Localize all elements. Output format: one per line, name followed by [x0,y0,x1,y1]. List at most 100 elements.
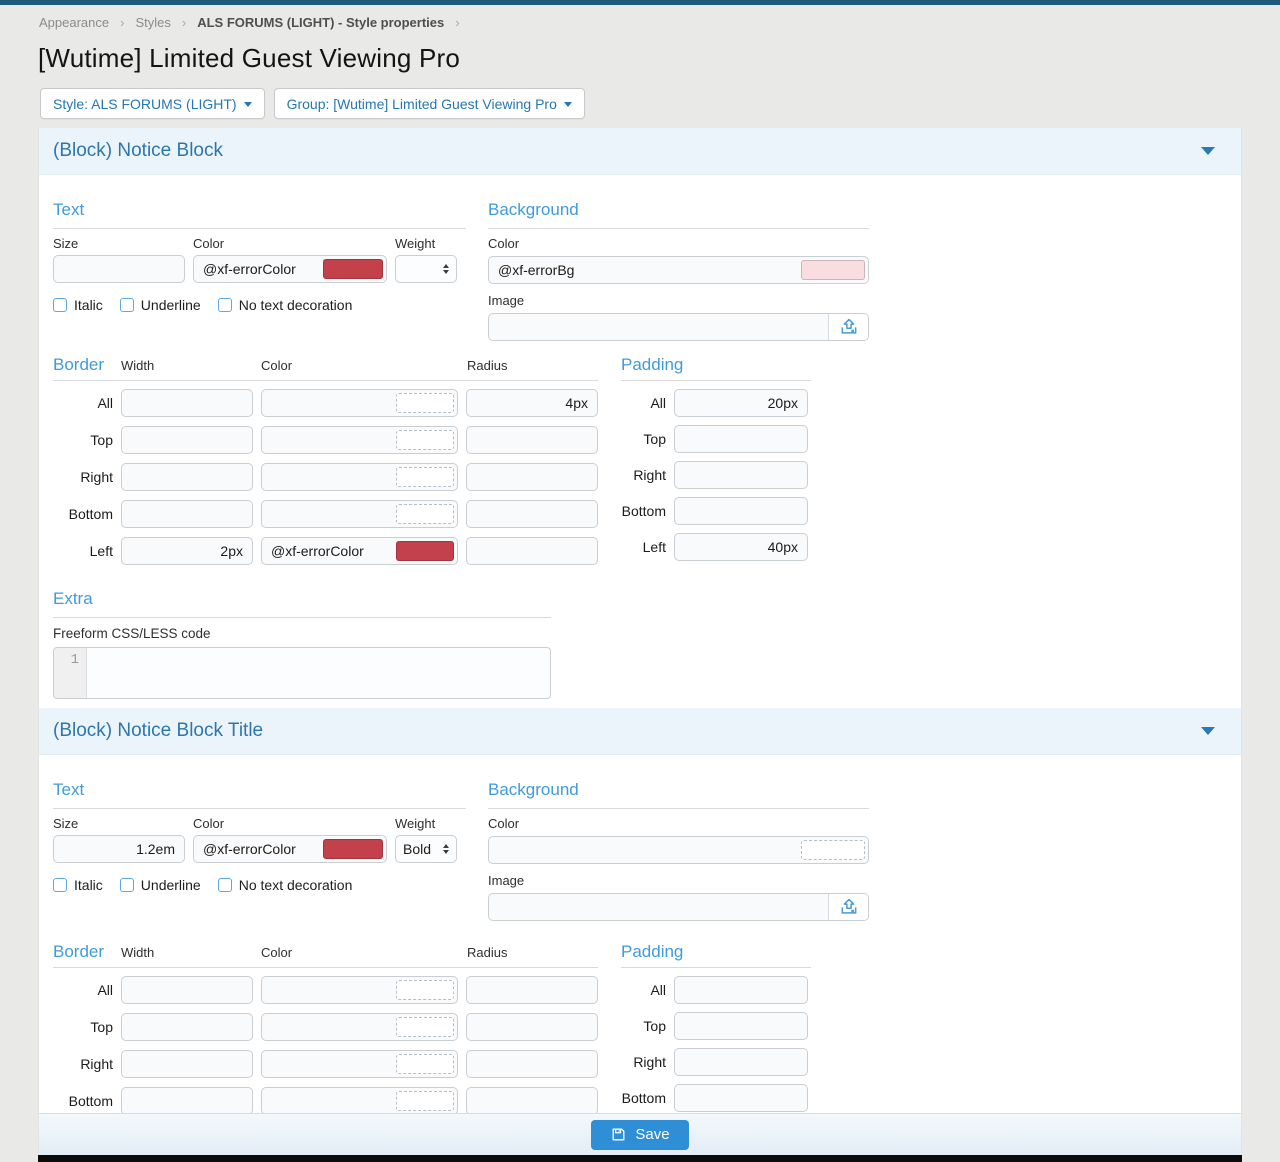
save-button[interactable]: Save [591,1119,689,1150]
border-color-swatch[interactable] [396,393,454,413]
upload-image-button[interactable] [828,314,868,340]
border-color-input[interactable] [262,427,393,453]
background-color-input[interactable] [489,837,798,863]
border-radius-input[interactable] [466,463,598,491]
border-width-input[interactable] [121,426,253,454]
border-width-input[interactable] [121,537,253,565]
text-weight-select[interactable]: Bold [395,835,457,863]
italic-label: Italic [74,297,103,313]
text-color-input[interactable] [194,256,320,282]
padding-input[interactable] [674,1084,808,1112]
border-width-input[interactable] [121,389,253,417]
italic-checkbox[interactable] [53,878,67,892]
background-image-input[interactable] [489,314,828,340]
border-color-swatch[interactable] [396,980,454,1000]
no-text-decoration-checkbox[interactable] [217,878,232,892]
border-color-swatch[interactable] [396,541,454,561]
size-label: Size [53,816,79,831]
border-color-input[interactable] [262,1051,393,1077]
background-color-swatch[interactable] [801,260,865,280]
background-image-input[interactable] [489,894,828,920]
text-color-swatch[interactable] [323,839,383,859]
style-selector-label: Style: ALS FORUMS (LIGHT) [53,95,237,112]
underline-option[interactable]: Underline [119,877,201,893]
border-color-swatch[interactable] [396,430,454,450]
collapse-caret-icon[interactable] [1201,147,1215,155]
border-row-all: All [53,389,598,417]
border-color-swatch[interactable] [396,1054,454,1074]
border-radius-input[interactable] [466,389,598,417]
css-code-editor[interactable]: 1 [53,647,551,699]
border-radius-input[interactable] [466,500,598,528]
border-color-input[interactable] [262,464,393,490]
padding-input[interactable] [674,497,808,525]
padding-row-all: All [621,389,811,417]
border-width-input[interactable] [121,1013,253,1041]
background-color-input[interactable] [489,257,798,283]
collapse-caret-icon[interactable] [1201,727,1215,735]
section-header-notice-block-title[interactable]: (Block) Notice Block Title [39,708,1241,755]
border-width-input[interactable] [121,976,253,1004]
text-color-swatch[interactable] [323,259,383,279]
group-selector-button[interactable]: Group: [Wutime] Limited Guest Viewing Pr… [273,88,585,119]
padding-input[interactable] [674,461,808,489]
breadcrumb-link-appearance[interactable]: Appearance [39,15,110,30]
padding-row-label: Top [643,431,666,447]
editor-code-area[interactable] [87,648,550,698]
style-selector-button[interactable]: Style: ALS FORUMS (LIGHT) [40,88,265,119]
border-radius-input[interactable] [466,976,598,1004]
no-text-decoration-option[interactable]: No text decoration [217,877,352,893]
border-color-swatch[interactable] [396,1017,454,1037]
upload-icon [841,318,856,334]
upload-image-button[interactable] [828,894,868,920]
border-color-input[interactable] [262,977,393,1003]
padding-input[interactable] [674,389,808,417]
breadcrumb-link-styles[interactable]: Styles [135,15,171,30]
text-color-input[interactable] [194,836,320,862]
italic-option[interactable]: Italic [53,877,103,893]
no-text-decoration-option[interactable]: No text decoration [217,297,353,313]
background-color-swatch[interactable] [801,840,865,860]
border-radius-input[interactable] [466,1087,598,1115]
text-size-input[interactable] [53,835,185,863]
border-width-input[interactable] [121,1087,253,1115]
text-weight-select[interactable] [395,255,457,283]
border-radius-input[interactable] [466,537,598,565]
padding-input[interactable] [674,1012,808,1040]
background-image-control [488,313,869,341]
border-width-input[interactable] [121,500,253,528]
border-row-label: Right [80,1056,113,1072]
width-column-label: Width [121,358,155,373]
border-color-swatch[interactable] [396,1091,454,1111]
no-text-decoration-label: No text decoration [238,297,353,313]
padding-row-label: Bottom [621,503,666,519]
border-color-input[interactable] [262,390,393,416]
group-selector-label: Group: [Wutime] Limited Guest Viewing Pr… [286,95,557,112]
italic-option[interactable]: Italic [53,297,103,313]
border-color-input[interactable] [262,538,393,564]
padding-input[interactable] [674,1048,808,1076]
text-size-input[interactable] [53,255,185,283]
border-color-input[interactable] [262,1014,393,1040]
border-width-input[interactable] [121,1050,253,1078]
italic-checkbox[interactable] [53,298,67,312]
browser-top-edge [0,0,1280,5]
border-width-input[interactable] [121,463,253,491]
border-radius-input[interactable] [466,426,598,454]
border-color-swatch[interactable] [396,467,454,487]
padding-row-label: Top [643,1018,666,1034]
padding-input[interactable] [674,425,808,453]
border-radius-input[interactable] [466,1050,598,1078]
border-color-input[interactable] [262,1088,393,1114]
padding-input[interactable] [674,976,808,1004]
underline-checkbox[interactable] [119,878,134,892]
underline-checkbox[interactable] [119,298,134,312]
color-label: Color [193,816,225,831]
padding-input[interactable] [674,533,808,561]
section-header-notice-block[interactable]: (Block) Notice Block [39,128,1241,175]
border-radius-input[interactable] [466,1013,598,1041]
border-color-swatch[interactable] [396,504,454,524]
border-color-input[interactable] [262,501,393,527]
underline-option[interactable]: Underline [119,297,201,313]
no-text-decoration-checkbox[interactable] [217,298,232,312]
